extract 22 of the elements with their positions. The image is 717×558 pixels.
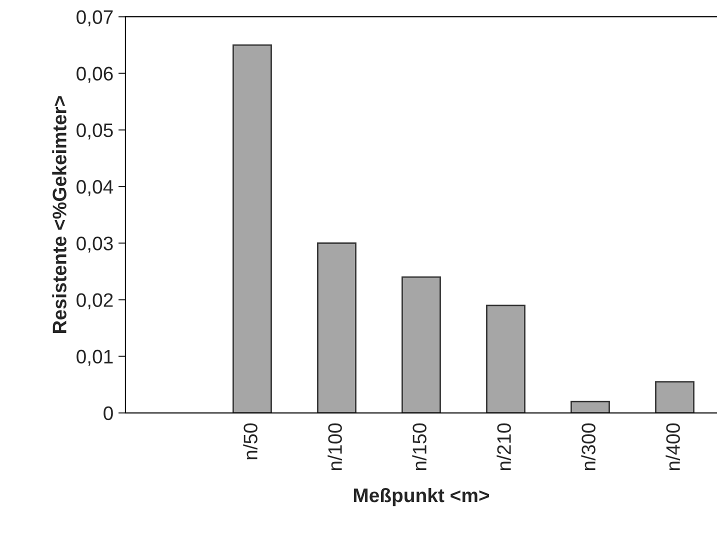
x-tick-label: n/400 <box>666 423 680 470</box>
x-axis-title: Meßpunkt <m> <box>354 488 490 506</box>
x-tick-label: n/50 <box>243 423 258 460</box>
bar <box>486 304 526 413</box>
y-tick-label: 0,06 <box>76 66 113 83</box>
y-axis-title: Resistente <%Gekeimter> <box>52 96 66 333</box>
bar <box>570 400 610 413</box>
y-tick-label: 0 <box>104 406 113 420</box>
bar <box>655 381 694 413</box>
x-tick-label: n/210 <box>496 423 511 470</box>
y-tick-label: 0,03 <box>76 236 113 253</box>
bar <box>317 242 356 413</box>
bar <box>402 276 441 413</box>
x-tick-label: n/100 <box>328 423 342 470</box>
y-tick-label: 0,07 <box>76 10 113 26</box>
y-tick-label: 0,05 <box>76 123 113 140</box>
y-tick-label: 0,01 <box>76 350 113 366</box>
x-tick-label: n/300 <box>581 423 596 470</box>
bar <box>232 44 272 413</box>
y-tick-label: 0,02 <box>76 293 113 310</box>
x-tick-label: n/150 <box>412 423 426 470</box>
y-tick-label: 0,04 <box>76 180 114 196</box>
